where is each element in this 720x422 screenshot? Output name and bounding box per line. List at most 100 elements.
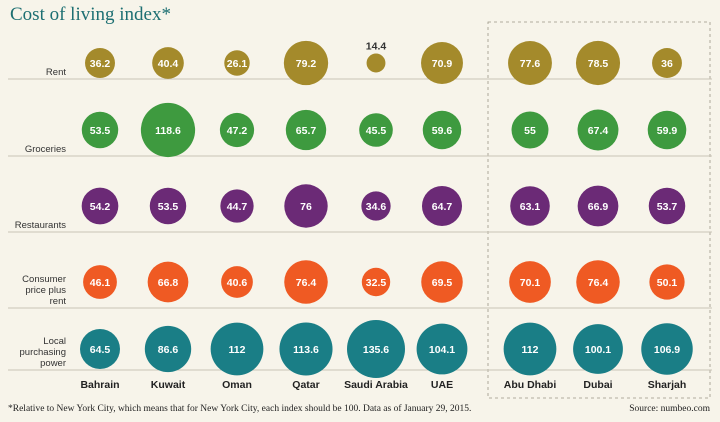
bubble (81, 111, 119, 149)
category-label: Saudi Arabia (344, 379, 408, 391)
value-label: 66.8 (158, 277, 179, 289)
source-note: Source: numbeo.com (629, 404, 710, 414)
value-label: 53.7 (657, 201, 678, 213)
value-label: 53.5 (90, 125, 111, 137)
bubble (509, 261, 551, 303)
bubble (577, 185, 619, 227)
bubble (224, 50, 250, 76)
value-label: 59.6 (432, 125, 453, 137)
value-label: 40.6 (227, 277, 248, 289)
value-label: 69.5 (432, 277, 453, 289)
row-label-line: purchasing (20, 347, 66, 358)
bubble (221, 266, 253, 298)
value-label: 36 (661, 58, 673, 70)
bubble (422, 110, 462, 150)
bubble (210, 322, 264, 376)
category-label: Bahrain (80, 379, 119, 391)
value-label: 63.1 (520, 201, 541, 213)
bubble (220, 189, 254, 223)
bubble (347, 320, 405, 378)
value-label: 46.1 (90, 277, 111, 289)
bubble (641, 323, 693, 375)
value-label: 135.6 (363, 344, 389, 356)
category-label: Oman (222, 379, 252, 391)
category-label: UAE (431, 379, 453, 391)
bubble (577, 109, 619, 151)
value-label: 54.2 (90, 201, 111, 213)
bubble (81, 187, 119, 225)
value-label: 79.2 (296, 58, 317, 70)
value-label: 118.6 (155, 125, 181, 137)
bubble (510, 186, 550, 226)
value-label: 76.4 (588, 277, 609, 289)
row-label: Local purchasing power (20, 336, 66, 369)
value-label: 70.9 (432, 58, 453, 70)
bubble (421, 42, 463, 84)
value-label: 113.6 (293, 344, 319, 356)
row-label-line: Consumer (22, 274, 66, 285)
value-label: 70.1 (520, 277, 541, 289)
bubble (511, 111, 549, 149)
bubble (573, 324, 623, 374)
bubble (279, 322, 333, 376)
value-label: 64.5 (90, 344, 111, 356)
row-label-line: rent (50, 296, 67, 307)
footnote: *Relative to New York City, which means … (8, 404, 472, 414)
bubble (421, 185, 463, 227)
value-label: 50.1 (657, 277, 678, 289)
bubble-chart: Rent Groceries Restaurants Consumer price pl… (8, 21, 712, 399)
row-label-line: Rent (46, 67, 66, 78)
category-label: Abu Dhabi (504, 379, 557, 391)
value-label: 78.5 (588, 58, 609, 70)
bubble (366, 53, 386, 73)
bubble (284, 260, 328, 304)
bubble (219, 112, 255, 148)
row-label-line: price plus (25, 285, 66, 296)
bubble (147, 261, 189, 303)
category-label: Dubai (583, 379, 612, 391)
value-label: 55 (524, 125, 536, 137)
bubble (508, 41, 552, 85)
value-label: 26.1 (227, 58, 248, 70)
bubble (79, 328, 121, 370)
value-label: 100.1 (585, 344, 611, 356)
row-label: Restaurants (15, 220, 66, 231)
value-label: 106.9 (654, 344, 680, 356)
bubble (421, 261, 463, 303)
value-label: 66.9 (588, 201, 609, 213)
chart-title: Cost of living index* (10, 4, 171, 25)
value-label: 104.1 (429, 344, 455, 356)
row-label-line: power (40, 358, 66, 369)
value-label: 53.5 (158, 201, 179, 213)
value-label: 40.4 (158, 58, 179, 70)
value-label: 67.4 (588, 125, 609, 137)
bubble (649, 264, 685, 300)
row-label-line: Restaurants (15, 220, 66, 231)
bubble (648, 187, 686, 225)
uae-emirates-group-box (487, 21, 711, 399)
value-label: 45.5 (366, 125, 387, 137)
value-label: 36.2 (90, 58, 111, 70)
bubble (503, 322, 557, 376)
bubble (359, 113, 393, 147)
value-label: 77.6 (520, 58, 541, 70)
bubble (416, 323, 468, 375)
bubble (83, 265, 117, 299)
value-label: 14.4 (366, 41, 387, 53)
bubble (85, 48, 115, 78)
value-label: 76 (300, 201, 312, 213)
bubble (283, 40, 329, 86)
value-label: 86.6 (158, 344, 179, 356)
value-label: 59.9 (657, 125, 678, 137)
bubble (285, 109, 327, 151)
value-label: 32.5 (366, 277, 387, 289)
bubble (149, 187, 187, 225)
bubble (361, 267, 391, 297)
value-label: 112 (229, 344, 246, 356)
value-label: 44.7 (227, 201, 248, 213)
bubble (144, 325, 192, 373)
category-label: Sharjah (648, 379, 687, 391)
bubble (575, 40, 621, 86)
row-label-line: Local (43, 336, 66, 347)
bubble (652, 48, 682, 78)
